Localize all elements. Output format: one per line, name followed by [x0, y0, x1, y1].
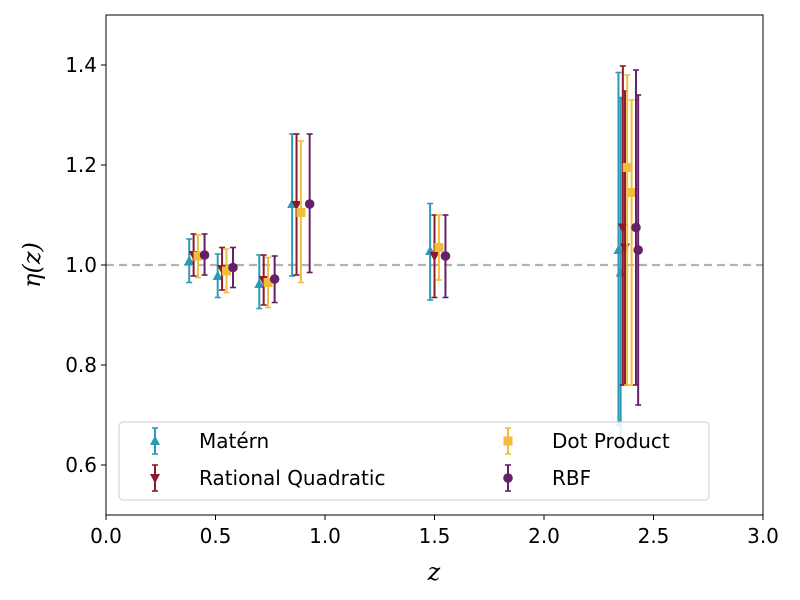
x-tick-label: 1.5 — [419, 524, 451, 548]
y-axis: 0.6 0.8 1.0 1.2 1.4 — [65, 53, 106, 477]
series-rbf — [199, 69, 643, 406]
data-point — [429, 252, 440, 262]
x-tick-label: 2.5 — [638, 524, 670, 548]
data-point — [633, 245, 643, 255]
legend-label: Rational Quadratic — [199, 466, 385, 490]
data-point — [440, 251, 451, 261]
x-tick-label: 2.0 — [528, 524, 560, 548]
legend-entry-dot-product: Dot Product — [503, 427, 670, 455]
series-dot-product — [193, 74, 637, 386]
data-point — [627, 188, 637, 197]
y-tick-label: 1.0 — [65, 253, 97, 277]
x-axis: 0.0 0.5 1.0 1.5 2.0 2.5 3.0 — [90, 515, 779, 548]
y-axis-label: η(z) — [18, 242, 46, 288]
legend-label: RBF — [552, 466, 591, 490]
legend-label: Matérn — [199, 429, 269, 453]
data-point — [221, 266, 231, 276]
data-point — [304, 199, 315, 209]
data-point — [228, 262, 238, 273]
data-layer — [184, 65, 643, 446]
data-point — [291, 201, 302, 211]
legend-entry-mat-rn: Matérn — [150, 427, 269, 455]
data-point — [184, 255, 195, 265]
data-point — [296, 208, 306, 217]
legend: Matérn Rational Quadratic Dot Product RBF — [118, 421, 710, 501]
data-point — [622, 163, 632, 172]
legend-label: Dot Product — [552, 429, 670, 453]
legend-entry-rational-quadratic: Rational Quadratic — [150, 464, 385, 492]
legend-box — [118, 421, 710, 501]
data-point — [269, 274, 280, 284]
x-tick-label: 3.0 — [747, 524, 779, 548]
y-tick-label: 1.4 — [65, 53, 97, 77]
data-point — [193, 251, 203, 261]
data-point — [199, 250, 210, 260]
data-point — [434, 243, 444, 252]
y-tick-label: 1.2 — [65, 153, 97, 177]
legend-marker-icon — [150, 474, 160, 484]
data-point — [254, 278, 265, 288]
y-tick-label: 0.6 — [65, 453, 97, 477]
legend-marker-icon — [503, 473, 513, 483]
x-axis-label: z — [427, 558, 441, 586]
legend-entry-rbf: RBF — [503, 464, 591, 492]
data-point — [263, 278, 273, 287]
data-point — [212, 270, 223, 280]
series-mat-rn — [184, 71, 626, 446]
legend-marker-icon — [150, 435, 160, 445]
legend-marker-icon — [503, 436, 513, 446]
y-tick-label: 0.8 — [65, 353, 97, 377]
data-point — [631, 222, 641, 233]
x-tick-label: 1.0 — [309, 524, 341, 548]
legend-entries: Matérn Rational Quadratic Dot Product RBF — [150, 427, 670, 492]
x-tick-label: 0.0 — [90, 524, 122, 548]
x-tick-label: 0.5 — [200, 524, 232, 548]
